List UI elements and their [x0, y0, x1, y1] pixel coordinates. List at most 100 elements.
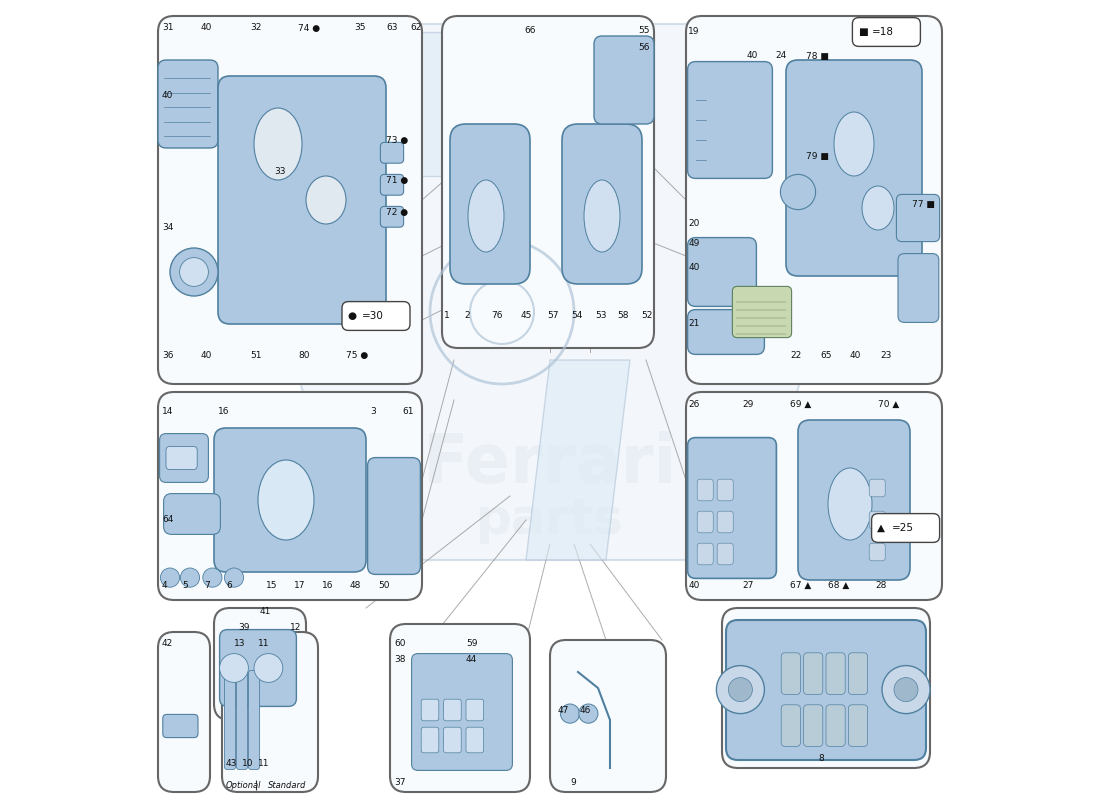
FancyBboxPatch shape — [342, 302, 410, 330]
FancyBboxPatch shape — [562, 124, 642, 284]
FancyBboxPatch shape — [220, 630, 296, 706]
Text: ▲: ▲ — [877, 523, 886, 533]
Circle shape — [728, 678, 752, 702]
FancyBboxPatch shape — [896, 194, 939, 242]
FancyBboxPatch shape — [218, 76, 386, 324]
Circle shape — [560, 704, 580, 723]
Text: 41: 41 — [260, 607, 271, 617]
FancyBboxPatch shape — [214, 608, 306, 720]
FancyBboxPatch shape — [214, 428, 366, 572]
Text: 28: 28 — [876, 581, 887, 590]
Circle shape — [894, 678, 918, 702]
Text: 5: 5 — [182, 581, 188, 590]
Text: 40: 40 — [162, 91, 174, 101]
Text: 71 ●: 71 ● — [386, 175, 408, 185]
Text: 27: 27 — [742, 581, 754, 590]
Circle shape — [179, 258, 208, 286]
FancyBboxPatch shape — [697, 543, 713, 565]
Text: 39: 39 — [238, 623, 250, 633]
Circle shape — [579, 704, 598, 723]
Ellipse shape — [834, 112, 874, 176]
Text: 44: 44 — [466, 655, 477, 665]
FancyBboxPatch shape — [688, 310, 764, 354]
FancyBboxPatch shape — [826, 653, 845, 694]
Polygon shape — [526, 360, 630, 560]
Text: 12: 12 — [290, 623, 301, 633]
Text: 54: 54 — [572, 311, 583, 321]
Circle shape — [180, 568, 199, 587]
Text: 78 ■: 78 ■ — [806, 51, 829, 61]
Polygon shape — [294, 24, 806, 560]
Text: 53: 53 — [595, 311, 606, 321]
Ellipse shape — [258, 460, 314, 540]
Ellipse shape — [306, 176, 346, 224]
Text: 49: 49 — [689, 239, 700, 249]
FancyBboxPatch shape — [158, 16, 422, 384]
FancyBboxPatch shape — [697, 511, 713, 533]
Ellipse shape — [468, 180, 504, 252]
FancyBboxPatch shape — [717, 479, 734, 501]
Ellipse shape — [828, 468, 872, 540]
FancyBboxPatch shape — [381, 206, 404, 227]
FancyBboxPatch shape — [158, 392, 422, 600]
Ellipse shape — [584, 180, 620, 252]
Text: 7: 7 — [205, 581, 210, 590]
Text: ■: ■ — [858, 27, 868, 37]
Text: 17: 17 — [294, 581, 306, 590]
Text: 58: 58 — [617, 311, 629, 321]
Text: 73 ●: 73 ● — [386, 135, 408, 145]
FancyBboxPatch shape — [466, 727, 484, 753]
Text: 4: 4 — [162, 581, 167, 590]
FancyBboxPatch shape — [224, 670, 235, 770]
Text: 11: 11 — [258, 759, 270, 769]
FancyBboxPatch shape — [826, 705, 845, 746]
Text: 9: 9 — [570, 778, 575, 787]
Circle shape — [220, 654, 249, 682]
Circle shape — [882, 666, 930, 714]
Text: 75 ●: 75 ● — [346, 351, 368, 361]
FancyBboxPatch shape — [421, 727, 439, 753]
Text: 57: 57 — [548, 311, 559, 321]
FancyBboxPatch shape — [697, 479, 713, 501]
FancyBboxPatch shape — [236, 670, 248, 770]
Text: Standard: Standard — [268, 781, 307, 790]
Text: 59: 59 — [466, 639, 477, 649]
Circle shape — [780, 174, 815, 210]
FancyBboxPatch shape — [158, 60, 218, 148]
FancyBboxPatch shape — [443, 699, 461, 721]
Text: 40: 40 — [689, 263, 700, 273]
Text: Optional: Optional — [226, 781, 262, 790]
FancyBboxPatch shape — [688, 238, 757, 306]
Text: 77 ■: 77 ■ — [912, 199, 935, 209]
Text: 70 ▲: 70 ▲ — [878, 400, 900, 410]
FancyBboxPatch shape — [781, 653, 801, 694]
FancyBboxPatch shape — [848, 705, 868, 746]
Text: 19: 19 — [689, 27, 700, 37]
Text: 13: 13 — [234, 639, 245, 649]
FancyBboxPatch shape — [166, 446, 197, 470]
FancyBboxPatch shape — [411, 654, 513, 770]
FancyBboxPatch shape — [717, 511, 734, 533]
Text: 46: 46 — [580, 706, 591, 715]
FancyBboxPatch shape — [390, 624, 530, 792]
FancyBboxPatch shape — [550, 640, 666, 792]
Text: 16: 16 — [218, 407, 230, 417]
Text: 62: 62 — [410, 23, 421, 33]
Text: 55: 55 — [638, 26, 649, 35]
Text: 45: 45 — [520, 311, 531, 321]
Text: 2: 2 — [464, 311, 470, 321]
Text: 23: 23 — [880, 351, 892, 361]
FancyBboxPatch shape — [898, 254, 938, 322]
Text: 72 ●: 72 ● — [386, 207, 408, 217]
FancyBboxPatch shape — [466, 699, 484, 721]
Text: =18: =18 — [872, 27, 894, 37]
FancyBboxPatch shape — [871, 514, 939, 542]
Text: 40: 40 — [747, 51, 758, 61]
Text: 47: 47 — [558, 706, 570, 715]
Text: 20: 20 — [689, 219, 700, 229]
Circle shape — [170, 248, 218, 296]
FancyBboxPatch shape — [367, 458, 420, 574]
Text: 50: 50 — [378, 581, 389, 590]
Circle shape — [202, 568, 222, 587]
Text: 38: 38 — [394, 655, 406, 665]
